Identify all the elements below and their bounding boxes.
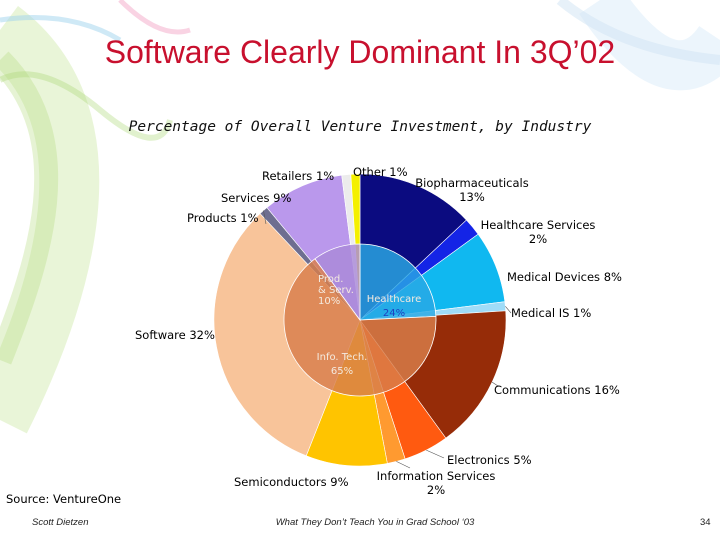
slice-label-other: Other 1% <box>353 165 408 179</box>
group-label-prod-serv: Prod. & Serv. 10% <box>318 274 354 307</box>
source-note: Source: VentureOne <box>6 492 122 506</box>
footer-author: Scott Dietzen <box>32 517 89 528</box>
slice-label-electronics: Electronics 5% <box>447 453 532 467</box>
leader-line-electronics <box>426 449 445 459</box>
chart-title: Percentage of Overall Venture Investment… <box>128 119 592 135</box>
footer-center-text: What They Don’t Teach You in Grad School… <box>275 517 475 528</box>
leader-line-information-services <box>396 461 411 469</box>
slice-label-retailers: Retailers 1% <box>262 169 334 183</box>
slide-title: Software Clearly Dominant In 3Q’02 <box>104 34 616 70</box>
leader-line-medical-is <box>505 306 512 314</box>
group-slice-prod-serv <box>314 243 361 322</box>
slice-label-medical-devices: Medical Devices 8% <box>507 270 622 284</box>
leader-line-communications <box>491 381 499 387</box>
slice-label-communications: Communications 16% <box>494 383 620 397</box>
page-number: 34 <box>700 517 711 528</box>
slice-label-information-services: Information Services 2% <box>377 469 496 497</box>
slice-label-services: Services 9% <box>221 191 291 205</box>
group-label-info-tech: Info. Tech. 65% <box>317 352 368 377</box>
slice-label-healthcare-services: Healthcare Services 2% <box>481 218 596 246</box>
slice-label-medical-is: Medical IS 1% <box>511 306 591 320</box>
group-label-healthcare: Healthcare 24% <box>367 294 422 319</box>
group-slice-healthcare <box>359 243 437 321</box>
slice-label-biopharmaceuticals: Biopharmaceuticals 13% <box>415 176 528 204</box>
leader-line-products <box>263 210 267 225</box>
group-slice-info-tech <box>283 258 437 397</box>
slice-label-semiconductors: Semiconductors 9% <box>234 475 349 489</box>
slice-label-software: Software 32% <box>135 328 215 342</box>
slice-label-products: Products 1% <box>187 211 259 225</box>
